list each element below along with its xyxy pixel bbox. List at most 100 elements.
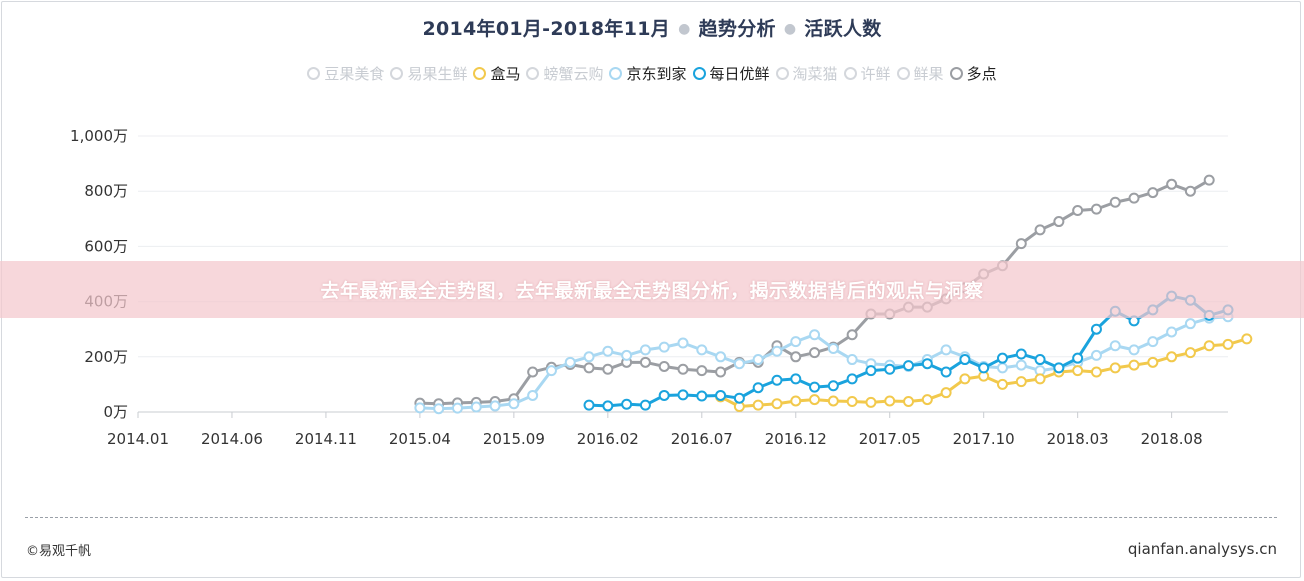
data-point [715,389,727,401]
y-tick-label: 600万 [84,237,128,255]
data-point [1184,347,1196,359]
data-point [996,352,1008,364]
data-point [1072,205,1084,217]
data-point [752,399,764,411]
legend-item[interactable]: 多点 [949,63,997,84]
title-analysis-type: 趋势分析 [698,18,776,40]
data-point [1128,192,1140,204]
x-tick-label: 2017.10 [953,430,1015,448]
legend-label: 淘菜猫 [792,65,838,83]
legend-circle-icon [775,67,789,80]
data-point [884,395,896,407]
data-point [470,401,482,413]
legend-label: 每日优鲜 [709,65,770,83]
legend-label: 多点 [966,65,997,83]
data-point [639,399,651,411]
data-point [545,365,557,377]
title-separator-dot: ● [783,21,797,37]
data-point [940,344,952,356]
data-point [996,362,1008,374]
data-point [583,399,595,411]
data-point [715,366,727,378]
legend-label: 豆果美食 [324,65,385,83]
data-point [733,392,745,404]
legend-label: 盒马 [490,65,521,83]
legend-circle-icon [692,67,706,80]
legend-item[interactable]: 豆果美食 [307,63,384,84]
data-point [1015,238,1027,250]
data-point [733,358,745,370]
data-point [1034,224,1046,236]
data-point [602,400,614,412]
legend-item[interactable]: 易果生鲜 [390,63,467,84]
title-date-range: 2014年01月-2018年11月 [422,18,671,40]
data-point [790,351,802,363]
legend-item[interactable]: 每日优鲜 [692,63,770,84]
data-point [884,363,896,375]
data-point [1147,356,1159,368]
data-point [583,351,595,363]
legend-item[interactable]: 许鲜 [843,63,891,84]
legend-circle-icon [843,67,857,80]
x-tick-label: 2017.05 [859,430,921,448]
data-point [658,360,670,372]
data-point [1241,333,1253,345]
data-point [790,395,802,407]
x-tick-label: 2016.12 [765,430,827,448]
data-point [639,356,651,368]
data-point [1166,178,1178,190]
legend-circle-icon [609,67,623,80]
legend-item[interactable]: 淘菜猫 [775,63,838,84]
y-tick-label: 800万 [84,182,128,200]
x-tick-label: 2015.09 [483,430,545,448]
x-tick-label: 2014.11 [295,430,357,448]
legend-circle-icon [307,67,321,80]
data-point [1090,366,1102,378]
data-point [790,373,802,385]
legend-item[interactable]: 螃蟹云购 [526,63,603,84]
data-point [639,344,651,356]
data-point [602,345,614,357]
data-point [677,363,689,375]
series-line [419,315,1229,411]
data-point [1090,323,1102,335]
data-point [1015,359,1027,371]
legend-label: 鲜果 [913,65,944,83]
data-point [1090,349,1102,361]
data-point [658,341,670,353]
data-point [846,329,858,341]
data-point [677,389,689,401]
legend-label: 易果生鲜 [407,65,468,83]
data-point [903,360,915,372]
x-tick-label: 2018.08 [1141,430,1203,448]
data-point [433,403,445,415]
data-point [1147,336,1159,348]
x-tick-label: 2014.01 [107,430,169,448]
data-point [1109,340,1121,352]
data-point [1053,362,1065,374]
data-point [1072,365,1084,377]
data-point [621,398,633,410]
legend-label: 京东到家 [626,65,687,83]
data-point [1222,338,1234,350]
data-point [827,343,839,355]
legend-item[interactable]: 鲜果 [896,63,944,84]
data-point [959,373,971,385]
legend-item[interactable]: 京东到家 [609,63,687,84]
data-point [903,396,915,408]
data-point [508,398,520,410]
x-tick-label: 2014.06 [201,430,263,448]
data-point [1090,203,1102,215]
data-point [846,373,858,385]
legend-label: 螃蟹云购 [543,65,604,83]
banner-text: 去年最新最全走势图，去年最新最全走势图分析，揭示数据背后的观点与洞察 [320,280,984,302]
data-point [752,382,764,394]
data-point [809,381,821,393]
legend-item[interactable]: 盒马 [473,63,520,84]
data-point [1147,187,1159,199]
title-separator-dot: ● [678,21,691,37]
y-tick-label: 0万 [103,403,128,421]
data-point [959,354,971,366]
data-point [602,363,614,375]
footer-source-right: qianfan.analysys.cn [1127,540,1277,558]
